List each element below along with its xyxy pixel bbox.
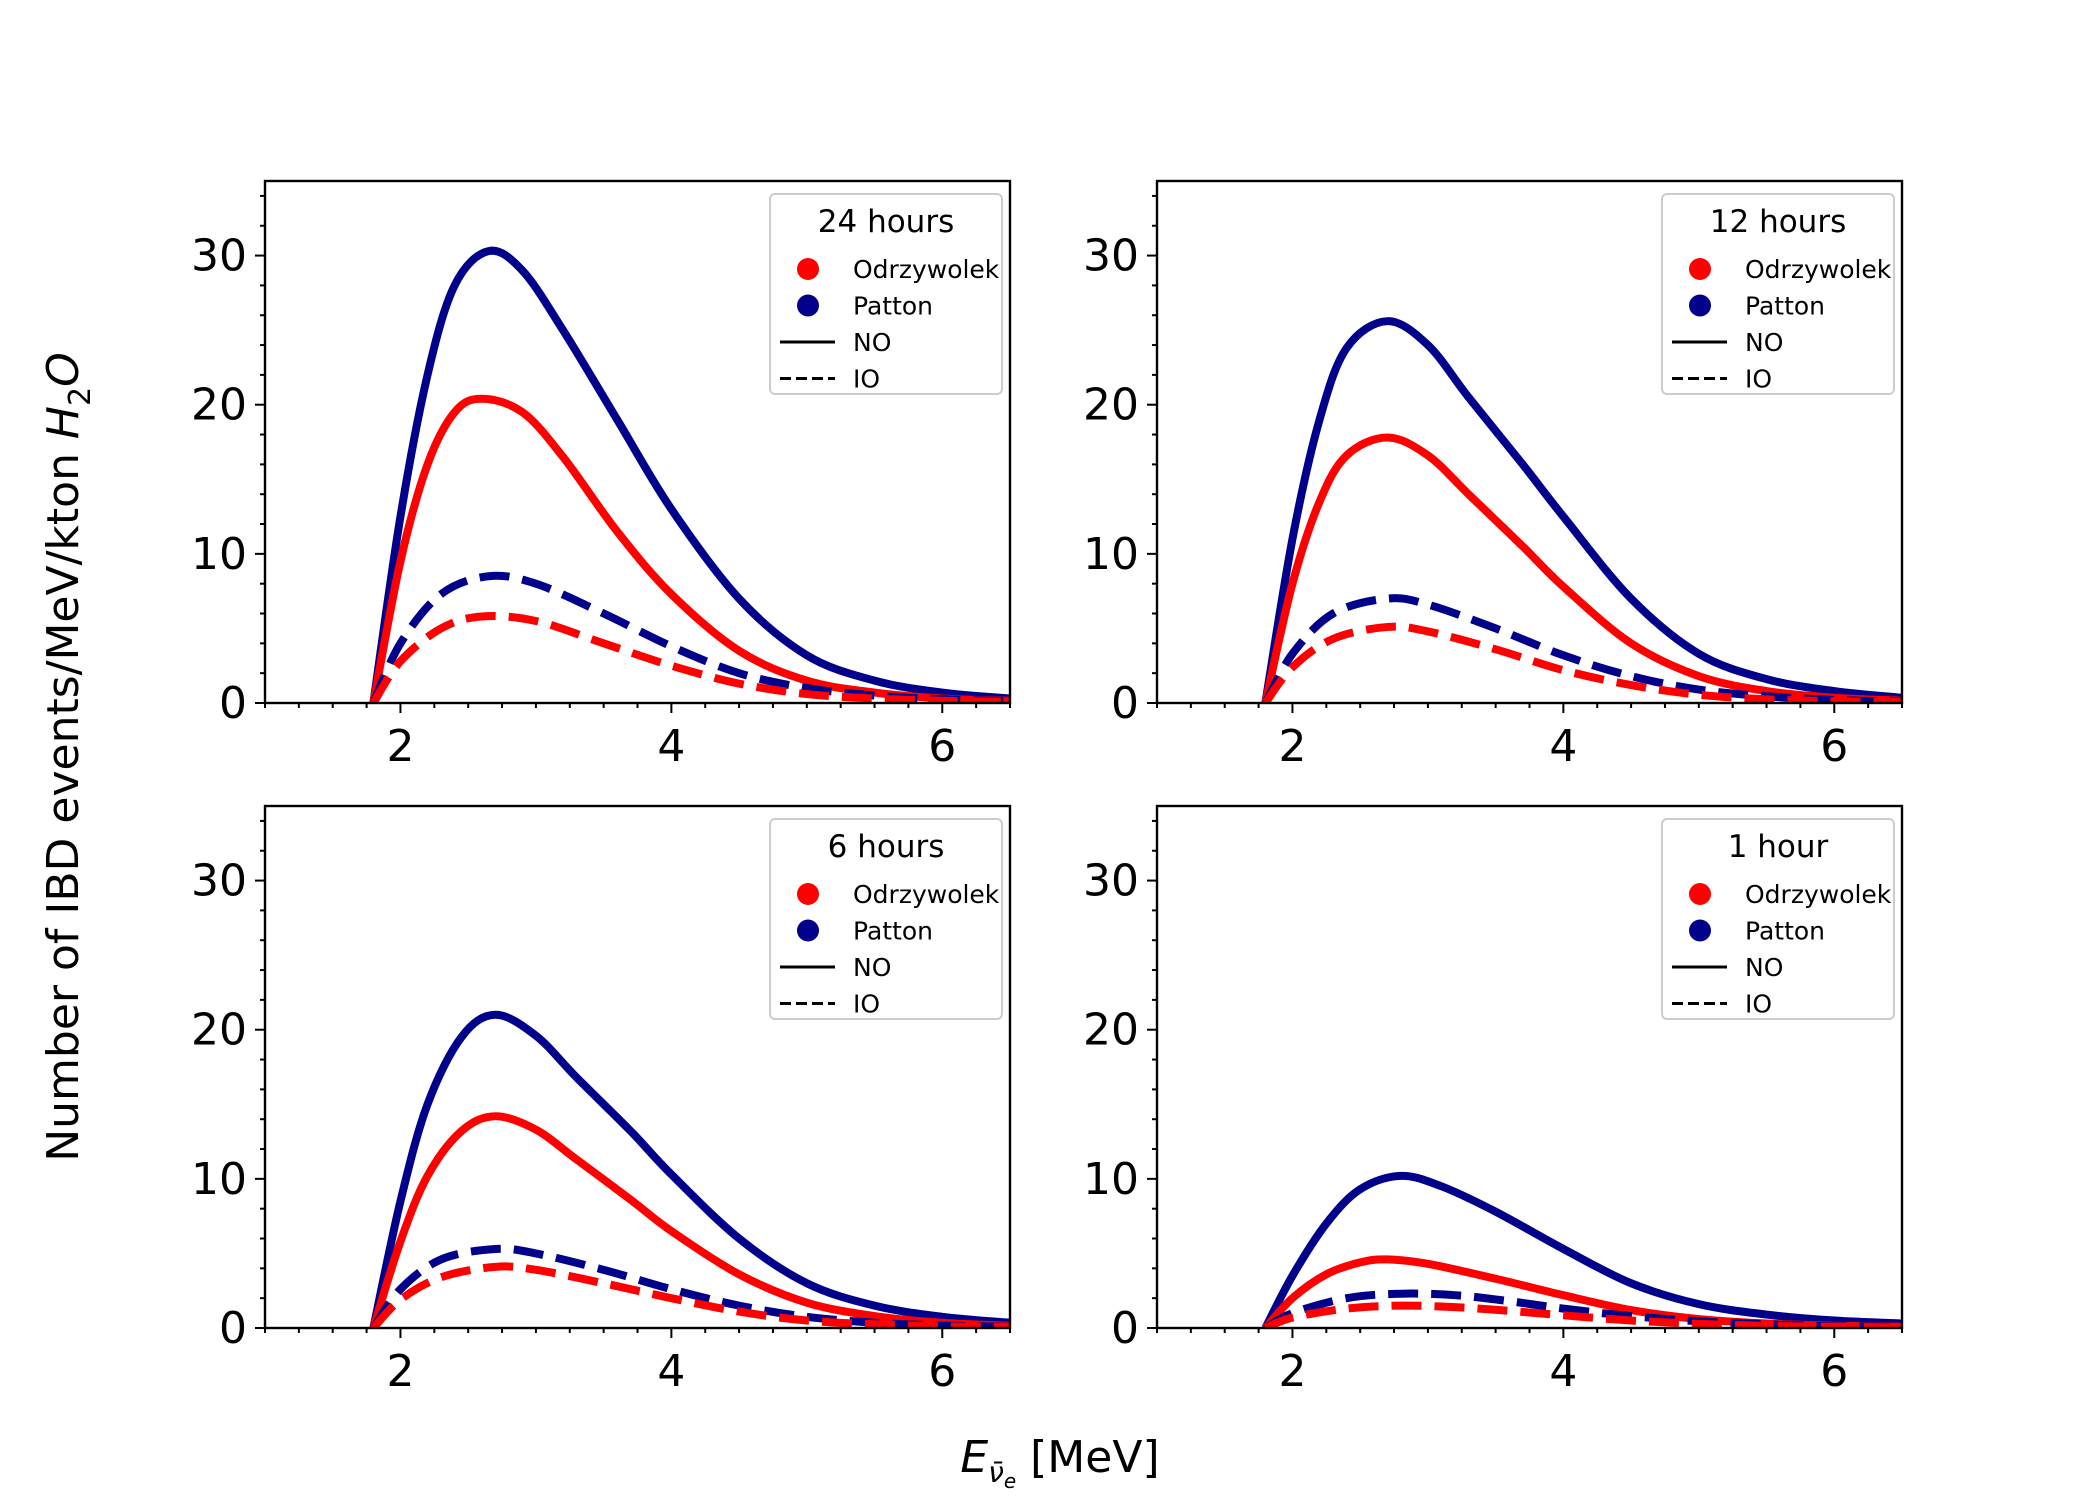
y-tick-label: 30 (191, 231, 247, 282)
y-tick-label: 10 (191, 1154, 247, 1205)
legend-label: IO (1745, 990, 1772, 1019)
series-line-odrzywolek-no (369, 1112, 1010, 1328)
legend-label: Odrzywolek (1745, 880, 1892, 909)
x-tick-label: 4 (1549, 1346, 1577, 1397)
legend-label: NO (853, 328, 891, 357)
x-tick-label: 4 (657, 1346, 685, 1397)
series-line-patton-no (369, 1010, 1010, 1328)
legend-title: 12 hours (1710, 204, 1846, 240)
y-tick-label: 20 (191, 1005, 247, 1056)
legend-label: IO (853, 990, 880, 1019)
legend-title: 1 hour (1728, 829, 1829, 865)
x-tick-label: 2 (386, 721, 414, 772)
x-tick-label: 4 (657, 721, 685, 772)
legend: 1 hour Odrzywolek Patton NO IO (1661, 818, 1895, 1020)
legend-marker-patton (797, 294, 819, 317)
y-tick-label: 20 (191, 380, 247, 431)
series-line-patton-io (1261, 594, 1902, 703)
legend: 6 hours Odrzywolek Patton NO IO (769, 818, 1003, 1020)
legend-label: IO (1745, 365, 1772, 394)
series-line-odrzywolek-io (370, 1262, 1010, 1328)
series-line-odrzywolek-no (1261, 433, 1902, 703)
legend-marker-odrzywolek (797, 883, 819, 905)
legend-label: Patton (853, 917, 933, 946)
y-tick-label: 10 (1083, 529, 1139, 580)
chart-panel-2: 2 4 6 0 10 20 30 12 hours Odrzywolek Patton NO IO (1083, 179, 1904, 772)
series-line-patton-no (1261, 1171, 1902, 1328)
series-group (369, 246, 1010, 703)
legend-box (1661, 818, 1895, 1020)
x-tick-label: 2 (1278, 1346, 1306, 1397)
legend-label: NO (1745, 328, 1783, 357)
legend-marker-odrzywolek (1689, 258, 1711, 280)
x-tick-label: 2 (386, 1346, 414, 1397)
y-tick-label: 30 (1083, 856, 1139, 907)
legend-box (769, 193, 1003, 395)
x-axis-label: Eν̄e [MeV] (960, 1432, 1159, 1493)
legend-marker-patton (797, 919, 819, 942)
x-tick-label: 6 (1820, 721, 1848, 772)
series-line-patton-no (1261, 317, 1902, 703)
x-tick-label: 6 (928, 1346, 956, 1397)
y-tick-label: 30 (1083, 231, 1139, 282)
x-tick-label: 6 (928, 721, 956, 772)
y-tick-label: 0 (219, 1303, 247, 1354)
legend-label: Odrzywolek (853, 255, 1000, 284)
series-group (369, 1010, 1010, 1328)
legend: 24 hours Odrzywolek Patton NO IO (769, 193, 1003, 395)
legend-label: Patton (853, 292, 933, 321)
chart-panel-1: 2 4 6 0 10 20 30 24 hours Odrzywolek Patton NO IO (191, 179, 1012, 772)
chart-panel-4: 2 4 6 0 10 20 30 1 hour Odrzywolek Patton NO IO (1083, 804, 1904, 1397)
x-tick-label: 6 (1820, 1346, 1848, 1397)
y-tick-label: 10 (1083, 1154, 1139, 1205)
legend-marker-odrzywolek (797, 258, 819, 280)
legend-title: 6 hours (828, 829, 945, 865)
legend-label: Odrzywolek (1745, 255, 1892, 284)
series-line-odrzywolek-io (369, 612, 1010, 703)
y-tick-label: 0 (1111, 1303, 1139, 1354)
y-tick-label: 20 (1083, 1005, 1139, 1056)
x-tick-label: 4 (1549, 721, 1577, 772)
legend-title: 24 hours (818, 204, 954, 240)
legend-label: IO (853, 365, 880, 394)
x-tick-label: 2 (1278, 721, 1306, 772)
series-line-odrzywolek-io (1262, 622, 1902, 703)
legend-marker-patton (1689, 919, 1711, 942)
series-line-odrzywolek-no (1262, 1255, 1902, 1328)
legend-label: Odrzywolek (853, 880, 1000, 909)
y-tick-label: 10 (191, 529, 247, 580)
series-line-odrzywolek-io (1263, 1301, 1902, 1328)
y-tick-label: 0 (1111, 678, 1139, 729)
series-group (1261, 1171, 1902, 1328)
series-line-patton-io (369, 571, 1010, 703)
y-tick-label: 0 (219, 678, 247, 729)
legend-label: Patton (1745, 917, 1825, 946)
legend-label: NO (853, 953, 891, 982)
legend: 12 hours Odrzywolek Patton NO IO (1661, 193, 1895, 395)
y-tick-label: 20 (1083, 380, 1139, 431)
y-tick-label: 30 (191, 856, 247, 907)
legend-box (1661, 193, 1895, 395)
y-axis-label: Number of IBD events/MeV/kton H2O (38, 352, 98, 1162)
series-line-patton-io (370, 1244, 1010, 1328)
legend-marker-patton (1689, 294, 1711, 317)
legend-label: Patton (1745, 292, 1825, 321)
legend-box (769, 818, 1003, 1020)
legend-label: NO (1745, 953, 1783, 982)
series-group (1261, 317, 1902, 703)
series-line-patton-no (369, 246, 1010, 703)
legend-marker-odrzywolek (1689, 883, 1711, 905)
chart-panel-3: 2 4 6 0 10 20 30 6 hours Odrzywolek Patton NO IO (191, 804, 1012, 1397)
